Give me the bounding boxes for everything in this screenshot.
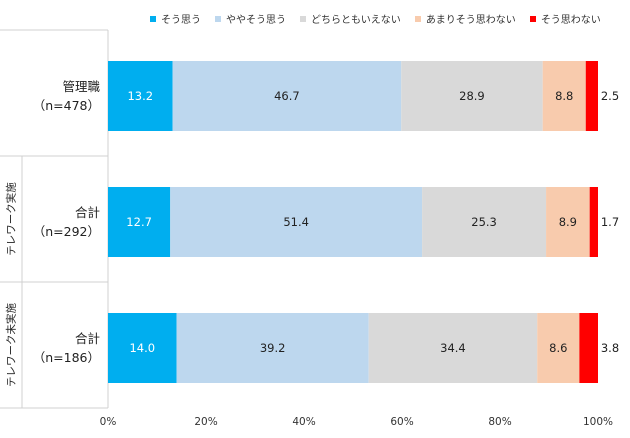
- data-label: 8.9: [558, 215, 578, 229]
- data-label: 51.4: [283, 215, 309, 229]
- bar-segment: [172, 61, 402, 131]
- category-label-line1: 管理職: [62, 79, 100, 94]
- data-label: 13.2: [127, 89, 154, 103]
- legend-label: どちらともいえない: [311, 15, 401, 26]
- x-tick-label: 0%: [99, 416, 117, 428]
- data-label: 8.6: [549, 341, 568, 355]
- bar-segment: [108, 187, 171, 257]
- bar-segment: [176, 313, 369, 383]
- legend-item: そう思う: [150, 11, 201, 26]
- legend-label: そう思わない: [540, 15, 601, 26]
- legend-label: ややそう思う: [226, 15, 286, 26]
- category-label: 合計 （n=292）: [8, 203, 100, 241]
- bar-segment: [546, 187, 590, 257]
- data-label: 3.8: [600, 341, 620, 355]
- x-tick-label: 100%: [582, 416, 614, 428]
- legend-swatch: [300, 15, 306, 22]
- legend-item: そう思わない: [529, 11, 601, 26]
- bar-segment: [589, 187, 598, 257]
- legend-item: あまりそう思わない: [414, 11, 516, 26]
- bar-segment: [108, 61, 173, 131]
- data-label: 28.9: [459, 89, 485, 103]
- category-label-line1: 合計: [74, 331, 100, 346]
- x-tick-label: 80%: [488, 416, 512, 428]
- category-label-line2: （n=478）: [32, 98, 100, 113]
- bar-segment: [368, 313, 538, 383]
- category-label-line2: （n=292）: [32, 224, 100, 239]
- data-label: 2.5: [600, 89, 620, 103]
- legend-item: どちらともいえない: [300, 11, 401, 26]
- bar-segment: [542, 61, 586, 131]
- bar-segment: [108, 313, 177, 383]
- data-label: 12.7: [126, 215, 152, 229]
- category-label: 合計 （n=186）: [8, 329, 100, 367]
- data-label: 25.3: [471, 215, 497, 229]
- category-label-line2: （n=186）: [32, 350, 100, 365]
- x-tick-label: 20%: [194, 416, 218, 428]
- legend: そう思う ややそう思う どちらともいえない あまりそう思わない そう思わない: [150, 11, 601, 26]
- legend-swatch: [150, 15, 156, 22]
- legend-label: そう思う: [161, 15, 201, 26]
- data-label: 39.2: [259, 341, 286, 355]
- legend-item: ややそう思う: [215, 11, 286, 26]
- bar-segment: [422, 187, 547, 257]
- category-label: 管理職 （n=478）: [8, 77, 100, 115]
- x-tick-label: 60%: [390, 416, 414, 428]
- x-tick-label: 40%: [292, 416, 316, 428]
- data-label: 34.4: [440, 341, 466, 355]
- legend-label: あまりそう思わない: [425, 15, 516, 26]
- bar-segment: [579, 313, 598, 383]
- data-label: 46.7: [274, 89, 300, 103]
- legend-swatch: [529, 15, 536, 22]
- bar-segment: [585, 61, 598, 131]
- data-label: 8.8: [555, 89, 574, 103]
- legend-swatch: [414, 15, 421, 22]
- data-label: 1.7: [600, 215, 620, 229]
- bar-segment: [401, 61, 543, 131]
- data-label: 14.0: [129, 341, 156, 355]
- legend-swatch: [215, 15, 221, 22]
- category-label-line1: 合計: [74, 205, 100, 220]
- bar-segment: [170, 187, 423, 257]
- bar-segment: [537, 313, 580, 383]
